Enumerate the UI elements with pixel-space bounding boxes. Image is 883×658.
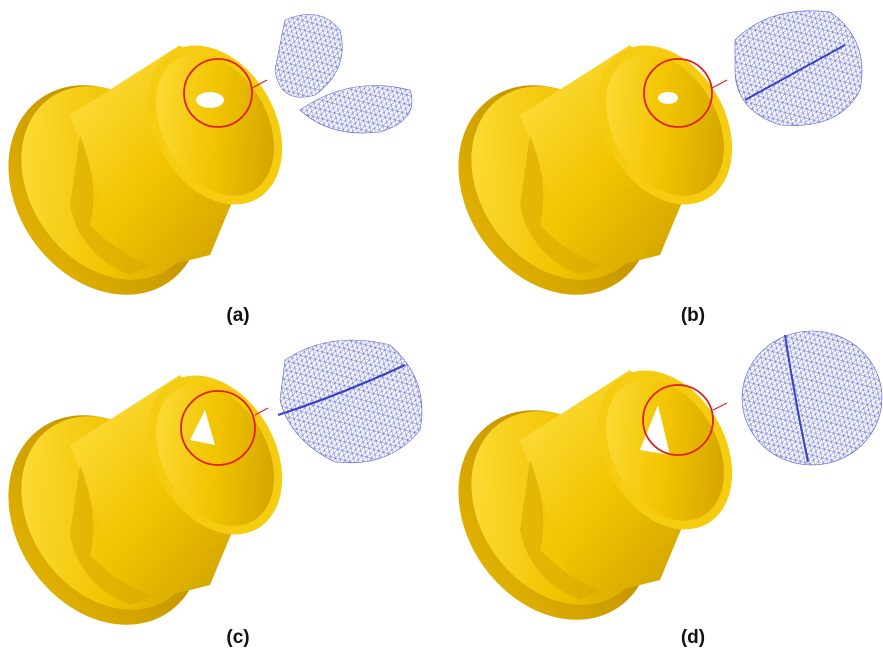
panel-a: (a) — [0, 14, 412, 332]
panel-label: (b) — [681, 305, 705, 326]
figure: (a) (b) (c) (d) — [0, 0, 883, 658]
mesh — [275, 14, 342, 97]
mesh — [742, 331, 882, 465]
panel-c: (c) — [0, 340, 422, 658]
mesh — [280, 340, 422, 463]
panel-label: (d) — [681, 627, 705, 648]
arrow — [713, 403, 727, 410]
gap — [196, 92, 224, 108]
gap — [658, 92, 678, 104]
panel-b: (b) — [419, 11, 862, 332]
arrow — [712, 80, 727, 88]
panel-label: (a) — [226, 305, 249, 326]
panel-d: (d) — [419, 331, 882, 657]
panel-label: (c) — [226, 627, 249, 648]
mesh — [735, 11, 862, 126]
